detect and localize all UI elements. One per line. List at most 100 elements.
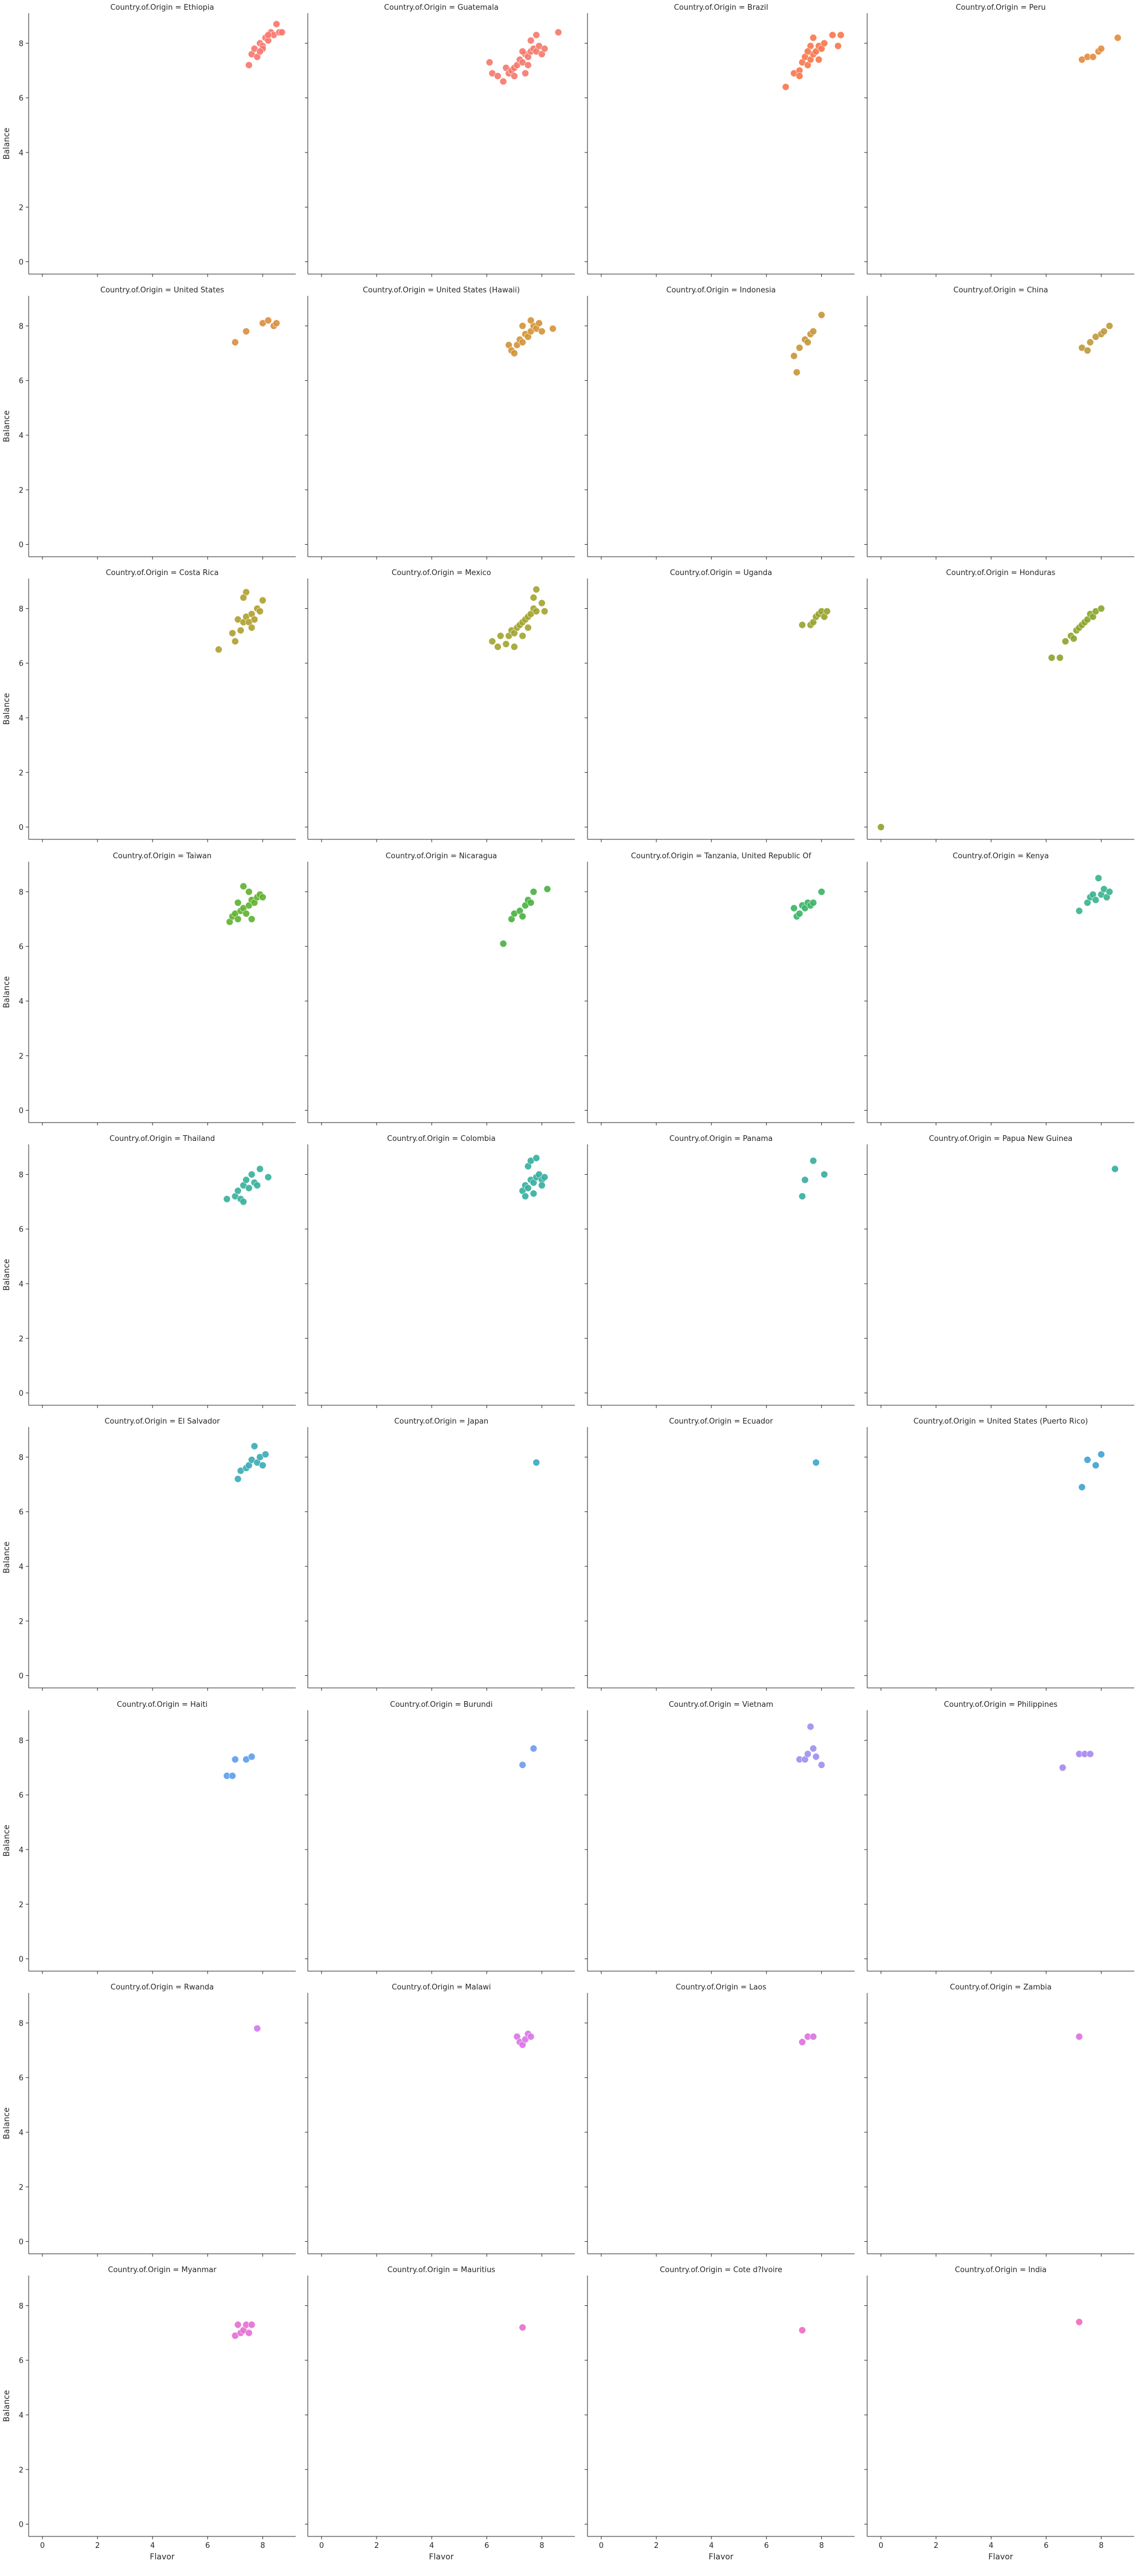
data-point <box>242 327 250 335</box>
data-point <box>823 607 831 615</box>
facet-title: Country.of.Origin = Rwanda <box>111 1983 214 1992</box>
y-tick-label: 6 <box>19 1792 23 1800</box>
data-point <box>519 48 527 56</box>
y-tick-label: 8 <box>19 1171 23 1179</box>
x-tick-label: 8 <box>819 2542 824 2550</box>
data-point <box>530 594 538 601</box>
x-tick-label: 6 <box>205 2542 210 2550</box>
data-point <box>820 1171 828 1178</box>
data-point <box>234 899 242 906</box>
facet-panel: Country.of.Origin = Ecuador <box>585 1417 855 1691</box>
facet-title: Country.of.Origin = Mexico <box>391 569 491 577</box>
data-point <box>1075 2318 1083 2326</box>
y-tick-label: 8 <box>19 1737 23 1745</box>
y-tick-label: 0 <box>19 1107 23 1116</box>
data-point <box>494 643 502 651</box>
facet-title: Country.of.Origin = Laos <box>676 1983 766 1992</box>
data-point <box>1086 1750 1094 1758</box>
y-tick-label: 0 <box>19 824 23 832</box>
y-tick-label: 4 <box>19 2411 23 2420</box>
data-point <box>809 899 817 906</box>
data-point <box>532 31 540 39</box>
y-tick-label: 0 <box>19 1956 23 1964</box>
data-point <box>242 910 250 917</box>
facet-panel: Country.of.Origin = Panama <box>585 1135 855 1408</box>
x-tick-label: 2 <box>934 2542 938 2550</box>
y-tick-label: 8 <box>19 40 23 48</box>
facet-title: Country.of.Origin = Zambia <box>950 1983 1051 1992</box>
data-point <box>798 1193 806 1200</box>
data-point <box>1092 896 1100 904</box>
data-point <box>532 1154 540 1162</box>
y-tick-label: 8 <box>19 888 23 897</box>
data-point <box>790 352 798 360</box>
y-tick-label: 8 <box>19 2019 23 2028</box>
facet-panel: Country.of.Origin = India 0 2 4 6 8 Flavor <box>864 2266 1134 2562</box>
y-tick-label: 8 <box>19 2302 23 2311</box>
x-tick-label: 8 <box>260 2542 265 2550</box>
x-axis-label: Flavor <box>988 2552 1013 2562</box>
y-tick-label: 6 <box>19 377 23 386</box>
data-point <box>796 344 804 351</box>
data-point <box>1092 1461 1100 1469</box>
facet-title: Country.of.Origin = Taiwan <box>113 852 211 861</box>
data-point <box>837 31 845 39</box>
x-tick-label: 0 <box>40 2542 45 2550</box>
data-point <box>812 1753 820 1761</box>
y-axis-label: Balance <box>2 1825 11 1857</box>
y-tick-label: 8 <box>19 605 23 613</box>
facet-title: Country.of.Origin = Panama <box>669 1135 773 1143</box>
x-tick-label: 4 <box>150 2542 155 2550</box>
y-axis-label: Balance <box>2 1542 11 1574</box>
data-point <box>511 72 518 80</box>
facet-panel: Country.of.Origin = Laos <box>585 1983 855 2257</box>
facet-panel: Country.of.Origin = Myanmar 0 2 4 6 8 0 2 4 6 8 Bal… <box>2 2266 296 2562</box>
data-point <box>253 2024 261 2032</box>
x-axis-label: Flavor <box>429 2552 453 2562</box>
data-point <box>530 888 538 896</box>
y-tick-label: 2 <box>19 769 23 777</box>
data-point <box>527 37 535 44</box>
facet-panel: Country.of.Origin = Colombia <box>305 1135 575 1408</box>
data-point <box>278 29 286 36</box>
data-point <box>234 915 242 923</box>
data-point <box>485 58 493 67</box>
facet-title: Country.of.Origin = Brazil <box>674 3 768 12</box>
facet-title: Country.of.Origin = Japan <box>394 1417 488 1426</box>
data-point <box>804 48 812 56</box>
data-point <box>519 632 527 640</box>
y-tick-label: 4 <box>19 1280 23 1289</box>
facet-panel: Country.of.Origin = Brazil <box>585 3 855 277</box>
data-point <box>1100 327 1108 335</box>
data-point <box>1114 34 1122 42</box>
data-point <box>804 338 812 346</box>
data-point <box>248 1753 256 1761</box>
data-point <box>499 940 507 948</box>
data-point <box>549 325 557 333</box>
data-point <box>818 311 825 319</box>
x-tick-label: 2 <box>654 2542 659 2550</box>
data-point <box>519 2324 527 2331</box>
facet-title: Country.of.Origin = Vietnam <box>669 1701 773 1709</box>
facet-panel: Country.of.Origin = China <box>864 286 1134 560</box>
y-tick-label: 4 <box>19 998 23 1006</box>
data-point <box>796 910 804 917</box>
data-point <box>240 1198 248 1206</box>
facet-panel: Country.of.Origin = Haiti 0 2 4 6 8 Balance <box>2 1701 296 1974</box>
data-point <box>809 1745 817 1753</box>
facet-panel: Country.of.Origin = Thailand 0 2 4 6 8 Balance <box>2 1135 296 1408</box>
data-point <box>1070 635 1078 643</box>
data-point <box>1084 346 1091 354</box>
data-point <box>522 1193 529 1200</box>
data-point <box>519 322 527 330</box>
data-point <box>519 1761 527 1769</box>
data-point <box>1089 53 1097 61</box>
y-tick-label: 4 <box>19 1846 23 1855</box>
data-point <box>248 915 256 923</box>
data-point <box>1106 322 1114 330</box>
data-point <box>232 1756 239 1764</box>
facet-panel: Country.of.Origin = Mauritius 0 2 4 6 8 Flavor <box>305 2266 575 2562</box>
x-tick-label: 6 <box>1044 2542 1048 2550</box>
facet-panel: Country.of.Origin = Kenya <box>864 852 1134 1125</box>
